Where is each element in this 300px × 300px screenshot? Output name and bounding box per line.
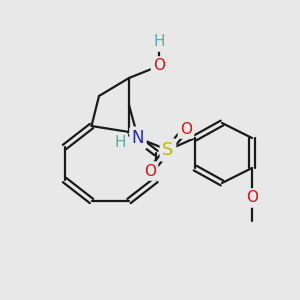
Text: H: H <box>153 34 165 50</box>
Text: O: O <box>144 164 156 178</box>
Text: O: O <box>246 190 258 206</box>
Text: O: O <box>180 122 192 136</box>
Text: N: N <box>132 129 144 147</box>
Text: O: O <box>153 58 165 74</box>
Text: S: S <box>162 141 174 159</box>
Text: H: H <box>114 135 126 150</box>
